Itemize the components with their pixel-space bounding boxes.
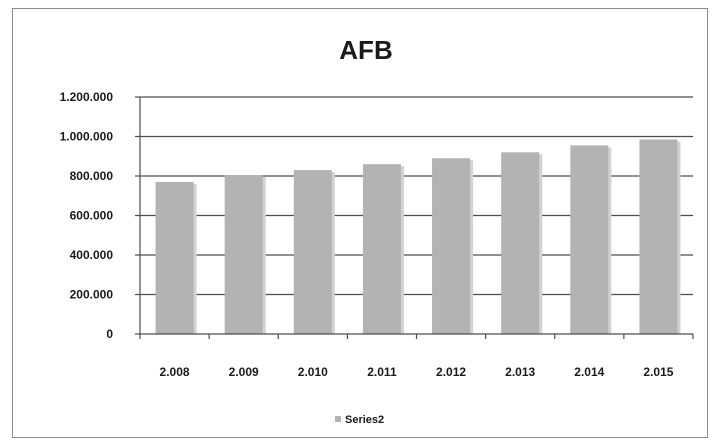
x-tick-label-2.014: 2.014 xyxy=(574,365,604,379)
x-tick-label-2.010: 2.010 xyxy=(298,365,328,379)
y-axis-ticks: 0 200.000 400.000 600.000 800.000 1.000.000 1.… xyxy=(60,90,140,341)
x-tick-label-2.012: 2.012 xyxy=(436,365,466,379)
y-tick-label-3: 600.000 xyxy=(70,209,114,223)
legend-swatch-series2 xyxy=(335,416,341,422)
legend: Series2 xyxy=(335,414,384,426)
bar-2.011 xyxy=(362,164,401,334)
legend-label-series2: Series2 xyxy=(345,414,384,426)
x-tick-label-2.009: 2.009 xyxy=(229,365,259,379)
y-tick-label-1: 200.000 xyxy=(70,288,114,302)
x-tick-label-2.015: 2.015 xyxy=(643,365,673,379)
y-tick-label-0: 0 xyxy=(106,327,113,341)
bar-2.010 xyxy=(293,170,332,334)
x-axis-ticks: 2.008 2.009 2.010 2.011 2.012 2.013 2.014 2.015 xyxy=(139,334,694,379)
y-tick-label-2: 400.000 xyxy=(70,248,114,262)
bar-2.014 xyxy=(570,145,609,334)
bar-2.008 xyxy=(155,181,194,334)
bar-chart: AFB 0 200.000 400.000 600.000 800.000 1.000.0… xyxy=(60,35,694,426)
bar-2.009 xyxy=(224,175,263,334)
y-tick-label-4: 800.000 xyxy=(70,169,114,183)
x-tick-label-2.008: 2.008 xyxy=(160,365,190,379)
bar-2.015 xyxy=(639,139,678,334)
x-tick-label-2.013: 2.013 xyxy=(505,365,535,379)
bars xyxy=(155,139,681,334)
x-tick-label-2.011: 2.011 xyxy=(367,365,397,379)
bar-2.012 xyxy=(432,158,471,334)
chart-frame: AFB 0 200.000 400.000 600.000 800.000 1.000.0… xyxy=(12,8,708,438)
bar-2.013 xyxy=(501,152,540,334)
y-tick-label-5: 1.000.000 xyxy=(60,130,114,144)
y-tick-label-6: 1.200.000 xyxy=(60,90,114,104)
chart-title: AFB xyxy=(339,35,392,65)
